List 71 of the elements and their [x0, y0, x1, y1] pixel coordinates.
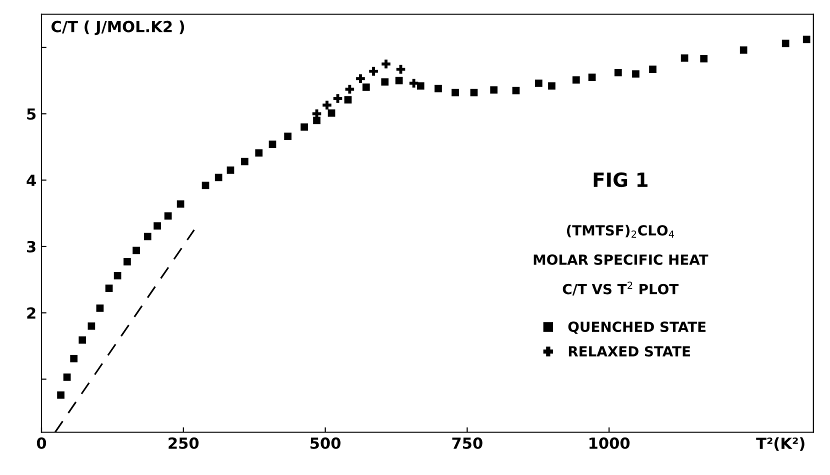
- point: [214, 174, 222, 182]
- point: [333, 94, 342, 103]
- point: [284, 132, 292, 140]
- point: [344, 96, 352, 104]
- point: [255, 149, 263, 157]
- point: [154, 222, 161, 230]
- point: [57, 391, 64, 399]
- point: [241, 158, 248, 166]
- point: [381, 78, 389, 86]
- point: [548, 82, 556, 90]
- y-tick-label: 3: [27, 240, 36, 252]
- annotation: (TMTSF)$_{2}$CLO$_{4}$: [566, 224, 674, 238]
- point: [345, 84, 354, 94]
- point: [396, 64, 406, 74]
- point: [588, 74, 596, 81]
- point: [226, 166, 234, 174]
- point: [490, 86, 498, 94]
- point: [96, 304, 104, 312]
- point: [369, 66, 378, 76]
- point: [356, 74, 365, 83]
- point: [114, 272, 122, 280]
- x-tick-label: 0: [36, 437, 46, 449]
- point: [740, 46, 748, 54]
- point: [416, 82, 424, 90]
- point: [649, 66, 656, 73]
- y-tick-label: 4: [26, 174, 36, 186]
- y-tick-label: 2: [27, 307, 36, 319]
- annotation: FIG 1: [594, 172, 648, 188]
- point: [535, 80, 542, 87]
- point: [63, 374, 71, 381]
- annotation: C/T VS T$^{2}$ PLOT: [562, 282, 679, 296]
- point: [572, 76, 580, 84]
- point: [268, 140, 276, 148]
- point: [632, 70, 640, 78]
- point: [164, 212, 172, 220]
- point: [782, 40, 790, 48]
- point: [614, 68, 622, 76]
- point: [434, 84, 442, 92]
- point: [124, 258, 131, 266]
- point: [88, 322, 96, 330]
- x-tick-label: 750: [452, 437, 482, 449]
- legend-label: QUENCHED STATE: [568, 322, 706, 334]
- x-tick-label: 500: [310, 437, 340, 449]
- point: [328, 109, 336, 117]
- point: [78, 336, 86, 344]
- point: [105, 284, 113, 292]
- annotation: MOLAR SPECIFIC HEAT: [534, 254, 708, 265]
- x-tick-label: 250: [168, 437, 199, 449]
- point: [132, 246, 140, 254]
- x-axis-title: T²(K²): [756, 437, 804, 451]
- y-tick-label: 5: [27, 108, 36, 120]
- point: [680, 54, 688, 62]
- point: [70, 354, 78, 362]
- y-axis-title: C/T ( J/MOL.K2 ): [52, 20, 184, 36]
- point: [313, 116, 320, 124]
- point: [512, 86, 520, 94]
- point: [322, 100, 332, 110]
- point: [362, 84, 370, 91]
- point: [395, 76, 403, 84]
- point: [144, 232, 152, 240]
- legend-label: RELAXED STATE: [568, 346, 690, 357]
- point: [452, 88, 459, 96]
- point: [202, 182, 210, 190]
- point: [409, 78, 418, 88]
- point: [470, 88, 478, 96]
- point: [176, 200, 184, 208]
- x-tick-label: 1000: [590, 437, 630, 449]
- point: [700, 55, 708, 62]
- point: [382, 60, 390, 68]
- point: [300, 123, 308, 131]
- point: [802, 36, 810, 44]
